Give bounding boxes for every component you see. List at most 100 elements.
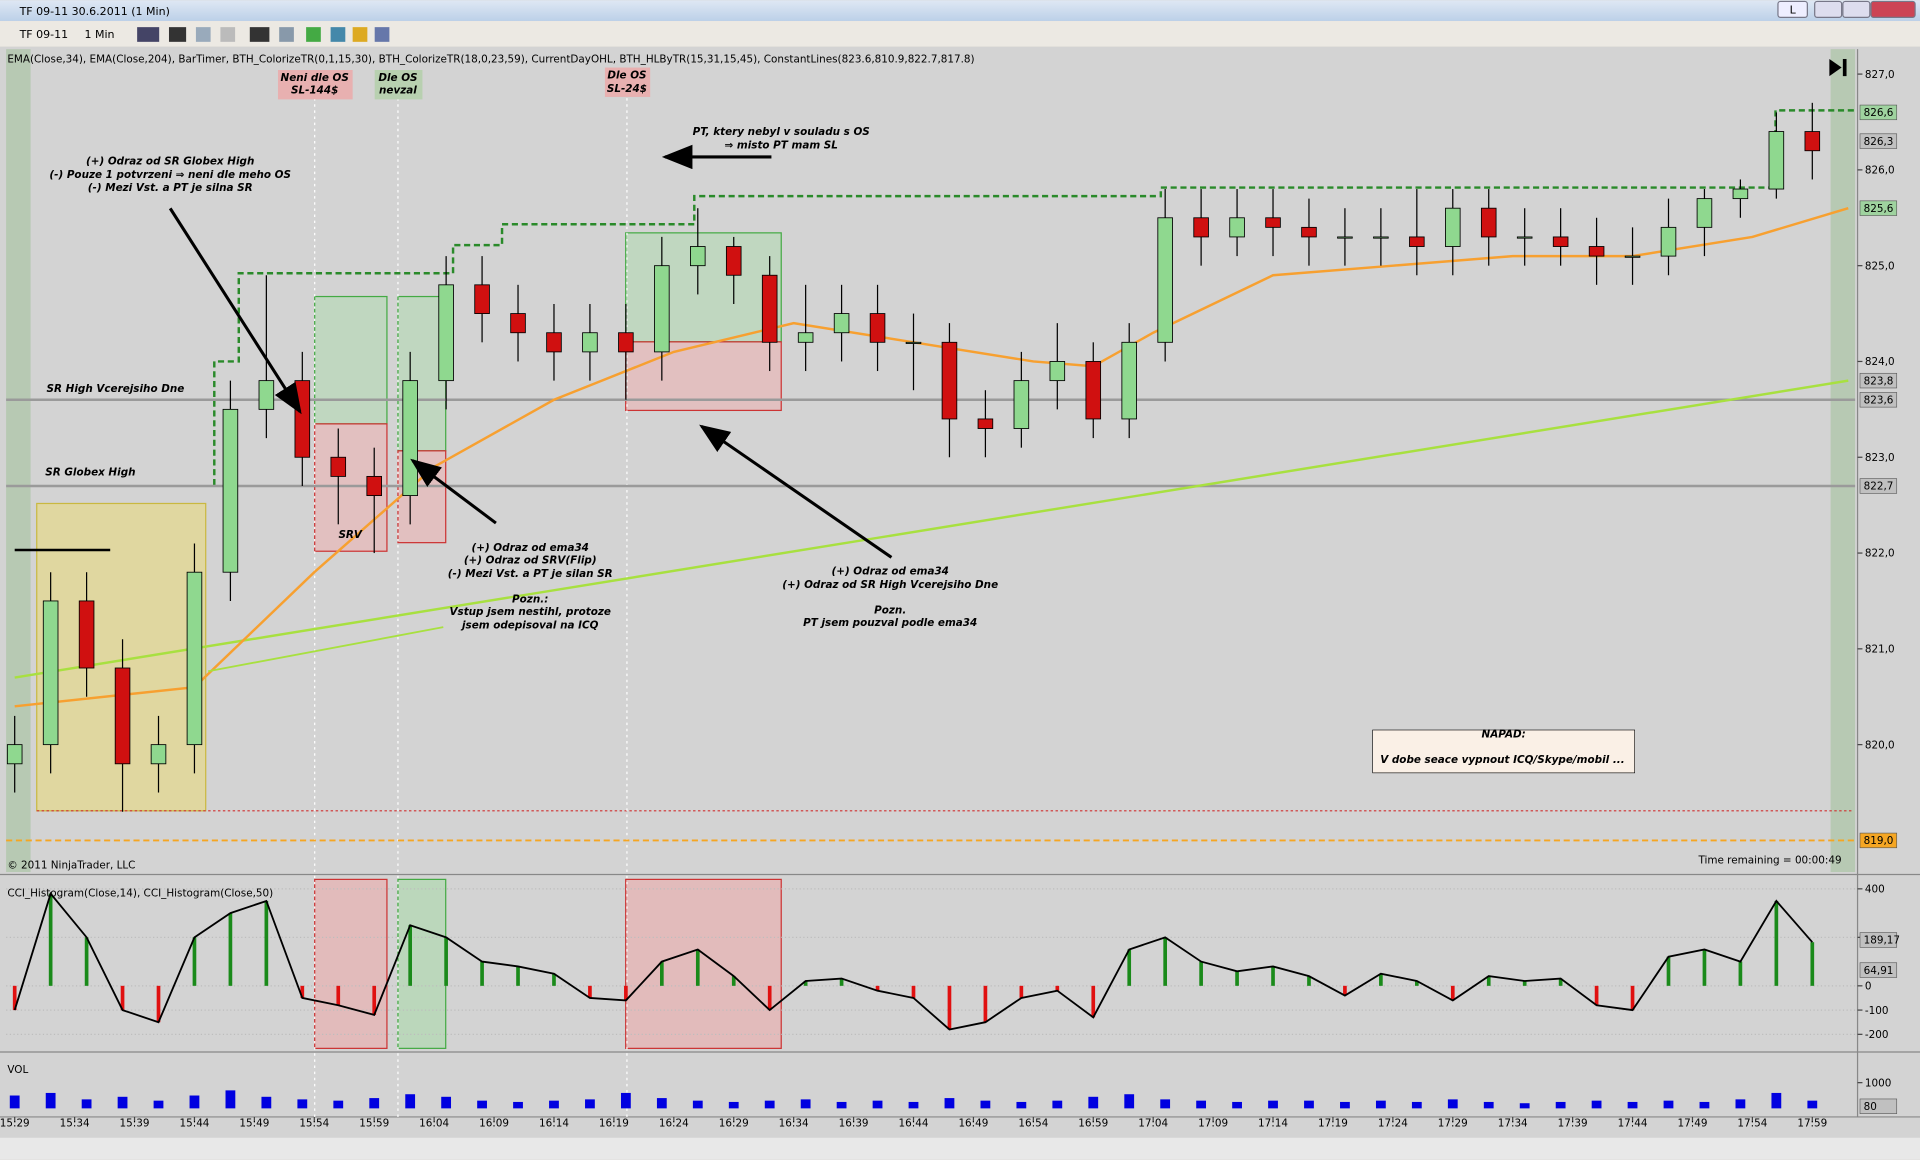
candle-body <box>1301 226 1317 238</box>
cci-zone <box>625 878 782 1049</box>
toolbar-icons[interactable] <box>137 27 390 42</box>
y-tick-label: 827,0 <box>1865 69 1895 81</box>
cci-bar <box>1307 976 1311 986</box>
arrow <box>410 458 497 525</box>
scrollbar[interactable] <box>0 1137 1920 1160</box>
annotation: jsem odepisoval na ICQ <box>460 619 599 631</box>
cci-bar <box>875 985 880 991</box>
cci-bar <box>120 985 125 1011</box>
y-tick-label: 820,0 <box>1865 739 1895 751</box>
price-marker <box>1859 478 1898 494</box>
instrument-select[interactable]: TF 09-11 <box>19 28 69 41</box>
x-tick-label: 15:44 <box>179 1118 209 1130</box>
annotation: Neni dle OS <box>281 72 349 84</box>
annotation: Pozn.: <box>512 594 548 606</box>
interval-select[interactable]: 1 Min <box>84 28 114 41</box>
arrow <box>168 207 302 415</box>
arrow <box>699 424 893 559</box>
annotation: (+) Odraz od ema34 <box>831 565 948 577</box>
annotation: Dle OS <box>607 70 646 82</box>
l-button-label[interactable]: L <box>1790 4 1797 17</box>
price-marker-label: 826,3 <box>1864 136 1894 148</box>
volume-bar <box>369 1098 380 1109</box>
cci-bar <box>1486 976 1491 986</box>
x-tick-label: 17:29 <box>1438 1118 1468 1130</box>
maximize[interactable] <box>1842 0 1871 18</box>
volume-bar <box>692 1100 703 1109</box>
annotation: (+) Odraz od SRV(Flip) <box>464 554 597 566</box>
volume-bar <box>9 1095 20 1109</box>
price-marker-label: 826,6 <box>1864 107 1894 119</box>
candle-body <box>1480 207 1497 238</box>
volume-bar <box>836 1101 847 1109</box>
y-tick-label: 821,0 <box>1865 644 1895 656</box>
cci-bar <box>1666 956 1671 986</box>
volume-bar <box>585 1099 595 1109</box>
minimize[interactable] <box>1814 0 1843 18</box>
cci-bar <box>1091 985 1096 1018</box>
cci-bar <box>552 973 556 986</box>
candle-body <box>618 332 634 353</box>
price-marker-label: 819,0 <box>1864 835 1894 847</box>
volume-bar <box>513 1101 523 1109</box>
volume-bar <box>1411 1101 1422 1109</box>
cci-bar <box>156 985 161 1023</box>
volume-bar <box>1375 1100 1386 1109</box>
candle-body <box>582 332 598 353</box>
x-tick-label: 17:44 <box>1618 1118 1648 1130</box>
candle-body <box>941 341 958 420</box>
candle-body <box>654 265 670 353</box>
volume-bar <box>1160 1099 1171 1109</box>
annotation: SR High Vcerejsiho Dne <box>47 383 185 395</box>
candle-body <box>222 408 239 573</box>
x-tick-label: 16:49 <box>958 1118 988 1130</box>
close[interactable] <box>1870 0 1916 18</box>
candle-body <box>6 744 23 765</box>
ema-line <box>14 379 1849 679</box>
annotation: PT jsem pouzval podle ema34 <box>803 617 977 629</box>
price-marker-label: 823,6 <box>1864 394 1894 406</box>
copyright: © 2011 NinjaTrader, LLC <box>7 859 135 871</box>
cci-bar <box>192 937 197 986</box>
cci-bar <box>264 900 269 986</box>
note-box <box>1372 729 1635 774</box>
x-tick-label: 16:59 <box>1078 1118 1108 1130</box>
cci-bar <box>1055 985 1060 991</box>
volume-bar <box>225 1090 236 1109</box>
volume-bar <box>944 1098 955 1109</box>
x-tick-label: 17:14 <box>1258 1118 1288 1130</box>
volume-bar <box>1519 1103 1530 1109</box>
annotation-bg <box>604 67 651 97</box>
x-tick-label: 17:59 <box>1797 1118 1827 1130</box>
x-tick-label: 17:39 <box>1558 1118 1588 1130</box>
x-tick-label: 16:39 <box>839 1118 869 1130</box>
cci-bar <box>911 985 916 998</box>
candle-body <box>402 380 418 497</box>
go-end[interactable] <box>1842 58 1847 77</box>
candle-body <box>1768 131 1785 190</box>
annotation: (+) Odraz od SR High Vcerejsiho Dne <box>782 579 998 591</box>
y-tick-label: 823,0 <box>1865 452 1895 464</box>
cci-bar <box>1127 949 1132 986</box>
candle-body <box>1265 217 1281 228</box>
cci-bar <box>1019 985 1024 998</box>
candle-body <box>977 418 994 429</box>
y-tick-label: -200 <box>1865 1029 1889 1041</box>
cci-bar <box>444 937 448 986</box>
ema204-extension <box>207 626 444 673</box>
cci-bar <box>624 985 628 1001</box>
volume-bar <box>620 1092 631 1109</box>
candle-body <box>761 274 778 343</box>
cci-bar <box>1738 961 1743 986</box>
indicator-list: EMA(Close,34), EMA(Close,204), BarTimer,… <box>7 54 974 66</box>
volume-bar <box>297 1099 308 1109</box>
cci-bar <box>1343 985 1347 996</box>
y-tick-label: 825,0 <box>1865 260 1895 272</box>
candle-body <box>1624 255 1641 258</box>
l-button[interactable] <box>1777 0 1808 18</box>
go-end[interactable] <box>1829 58 1842 77</box>
x-tick-label: 17:49 <box>1677 1118 1707 1130</box>
annotation: (+) Odraz od SR Globex High <box>86 155 254 167</box>
